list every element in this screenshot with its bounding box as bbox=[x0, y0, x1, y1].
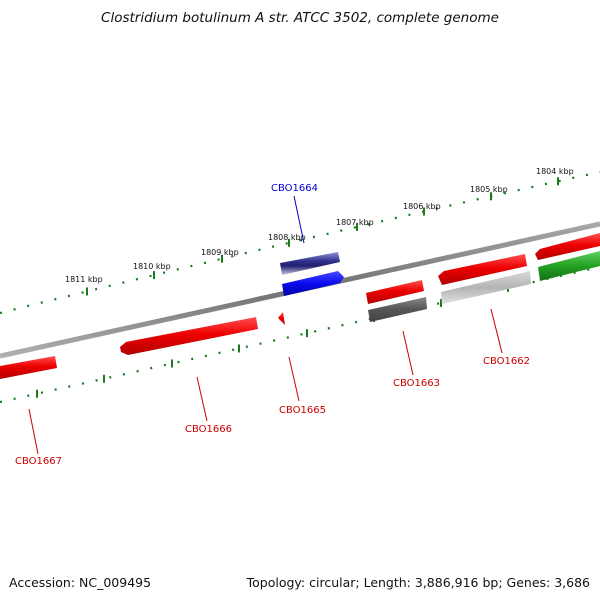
gene-label: CBO1663 bbox=[393, 378, 440, 389]
gene-cbo1665[interactable] bbox=[278, 312, 285, 325]
scale-label: 1806 kbp bbox=[403, 202, 441, 211]
gene-edge-red[interactable] bbox=[535, 233, 600, 260]
gene-cbo1667[interactable] bbox=[0, 356, 57, 379]
gene-cbo1664-upper[interactable] bbox=[280, 252, 340, 275]
scale-label: 1805 kbp bbox=[470, 185, 508, 194]
gene-cbo1663[interactable] bbox=[366, 280, 424, 304]
genome-title: Clostridium botulinum A str. ATCC 3502, … bbox=[101, 10, 499, 26]
gene-gray-feature[interactable] bbox=[441, 271, 531, 304]
gene-features bbox=[0, 233, 600, 379]
gene-dark-feature[interactable] bbox=[368, 297, 427, 322]
scale-track-upper bbox=[0, 170, 600, 315]
gene-cbo1666[interactable] bbox=[120, 317, 258, 355]
gene-edge-green[interactable] bbox=[538, 251, 600, 281]
scale-labels: 1811 kbp 1810 kbp 1809 kbp 1808 kbp 1807… bbox=[65, 167, 574, 284]
gene-labels: CBO1667 CBO1666 CBO1665 CBO1664 CBO1663 … bbox=[15, 183, 530, 467]
scale-label: 1807 kbp bbox=[336, 218, 374, 227]
gene-cbo1664[interactable] bbox=[282, 271, 344, 296]
scale-label: 1804 kbp bbox=[536, 167, 574, 176]
scale-label: 1811 kbp bbox=[65, 275, 103, 284]
label-leaders bbox=[28, 195, 503, 455]
scale-label: 1808 kbp bbox=[268, 233, 306, 242]
gene-label: CBO1666 bbox=[185, 424, 232, 435]
gene-cbo1662[interactable] bbox=[438, 254, 527, 285]
scale-label: 1810 kbp bbox=[133, 262, 171, 271]
topology-label: Topology: circular; Length: 3,886,916 bp… bbox=[246, 575, 590, 590]
gene-label: CBO1667 bbox=[15, 456, 62, 467]
gene-label: CBO1665 bbox=[279, 405, 326, 416]
gene-label: CBO1664 bbox=[271, 183, 318, 194]
scale-label: 1809 kbp bbox=[201, 248, 239, 257]
gene-label: CBO1662 bbox=[483, 356, 530, 367]
accession-label: Accession: NC_009495 bbox=[9, 575, 152, 590]
